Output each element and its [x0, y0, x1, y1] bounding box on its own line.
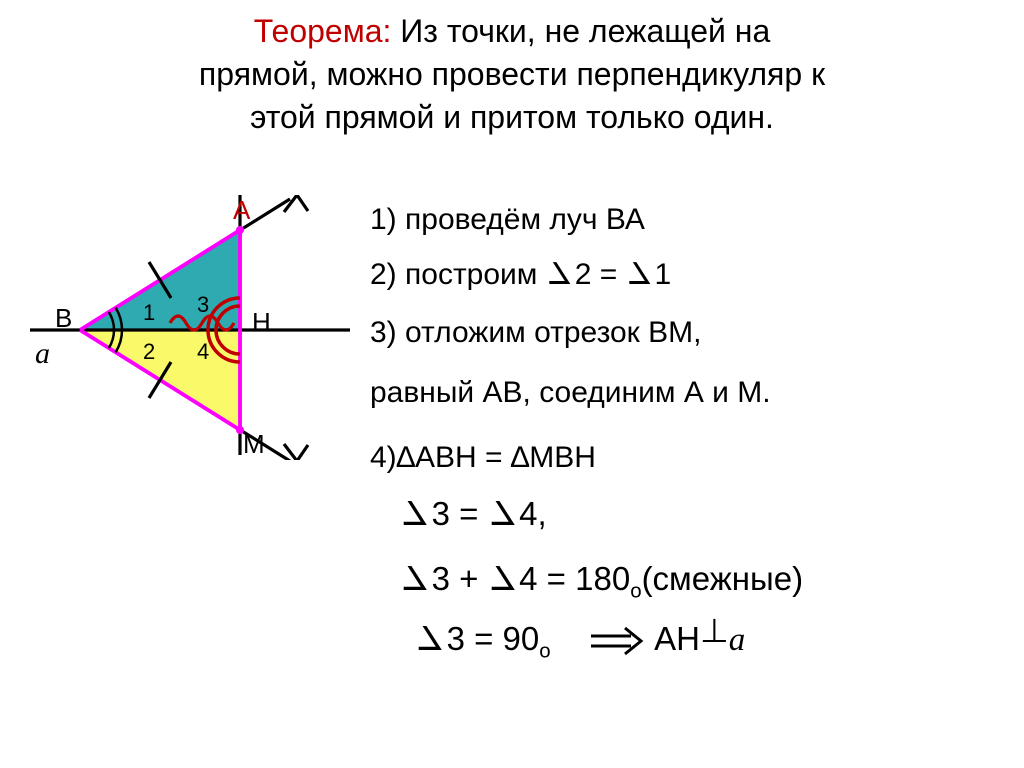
step-3: 3) отложим отрезок ВМ, — [370, 313, 701, 352]
implies-arrow-icon — [587, 626, 645, 656]
angle-num-1: 1 — [143, 300, 155, 326]
step-7: ∠3 = 90о АН⊥a — [415, 618, 745, 665]
step-4: 4)∆АВН = ∆МВН — [370, 438, 596, 477]
diagram-svg — [30, 195, 360, 460]
angle-num-3: 3 — [197, 292, 209, 318]
theorem-line3: этой прямой и притом только один. — [250, 99, 774, 135]
label-a-line: a — [35, 337, 50, 371]
theorem-line1: Из точки, не лежащей на — [391, 13, 770, 49]
step-3b: равный АВ, соединим А и М. — [370, 373, 771, 412]
step-5: ∠3 = ∠4, — [400, 493, 547, 536]
step-2: 2) построим ∠2 = ∠1 — [370, 255, 671, 294]
label-M: М — [243, 429, 265, 460]
angle-num-2: 2 — [143, 339, 155, 365]
label-B: В — [55, 303, 72, 334]
theorem-line2: прямой, можно провести перпендикуляр к — [199, 56, 825, 92]
angle-num-4: 4 — [197, 339, 209, 365]
step-6: ∠3 + ∠4 = 180о(смежные) — [400, 558, 803, 605]
theorem-label: Теорема: — [254, 13, 392, 49]
triangle-diagram: А В Н М a 1 2 3 4 — [30, 195, 360, 460]
label-H: Н — [252, 307, 271, 338]
label-A: А — [233, 195, 250, 226]
theorem-statement: Теорема: Из точки, не лежащей на прямой,… — [0, 10, 1024, 140]
step-1: 1) проведём луч ВА — [370, 200, 645, 239]
